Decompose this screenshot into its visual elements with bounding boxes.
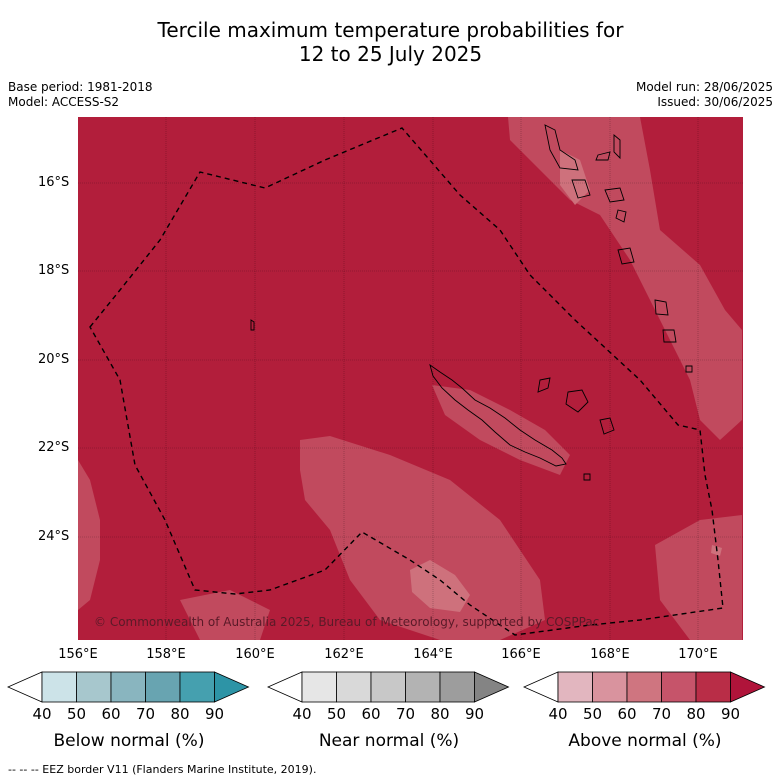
near-segment [370,671,406,703]
near-tick-label: 60 [361,705,381,723]
model-name: Model: ACCESS-S2 [8,95,120,109]
coastlines [250,124,693,481]
eez-footer: -- -- -- EEZ border V11 (Flanders Marine… [8,763,317,776]
lon-label-158e: 158°E [146,647,186,662]
above-tick-label: 90 [720,705,741,723]
legend-near-title: Near normal (%) [318,731,460,751]
legend-above-title: Above normal (%) [568,731,722,751]
lon-label-164e: 164°E [413,647,453,662]
near-tick-label: 40 [292,705,312,723]
base-period: Base period: 1981-2018 [8,80,153,94]
legend-above-bar [523,671,766,703]
below-segment [41,671,77,703]
near-segment [405,671,441,703]
near-tick-label: 80 [430,705,450,723]
above-tick-label: 70 [651,705,672,723]
island-south-2 [662,329,677,343]
lat-label-22s: 22°S [38,440,70,455]
lightest-regions [410,150,722,612]
blob-vanuatu [508,117,742,440]
legend-below-title: Below normal (%) [53,731,205,751]
island-vanuatu-6 [615,209,627,223]
island-loyalty-2 [565,389,589,413]
above-segment [626,671,662,703]
island-south-3 [685,365,693,373]
island-south-1 [654,299,669,316]
near-segment [301,671,337,703]
lighter-regions [78,117,742,640]
near-arrow-high [474,671,510,703]
above-segment [695,671,731,703]
lon-label-166e: 166°E [501,647,541,662]
title-line-2: 12 to 25 July 2025 [298,42,483,66]
lon-label-168e: 168°E [590,647,630,662]
below-tick-label: 80 [170,705,190,723]
above-tick-label: 60 [617,705,637,723]
legend-near-bar [267,671,510,703]
island-loyalty-1 [537,377,551,393]
near-tick-label: 90 [464,705,485,723]
lat-label-16s: 16°S [38,175,70,190]
legend-below-bar [7,671,250,703]
island-vanuatu-7 [617,247,635,265]
below-segment [76,671,112,703]
island-vanuatu-1 [544,124,579,171]
below-arrow-low [7,671,43,703]
below-tick-label: 70 [135,705,156,723]
blob-south-centre [300,436,545,640]
lon-label-156e: 156°E [58,647,98,662]
above-tick-label: 50 [582,705,603,723]
lon-label-162e: 162°E [324,647,364,662]
near-arrow-low [267,671,303,703]
near-tick-label: 70 [395,705,416,723]
near-tick-label: 50 [326,705,347,723]
below-tick-label: 60 [101,705,121,723]
lat-label-18s: 18°S [38,263,70,278]
meta-left: Base period: 1981-2018 Model: ACCESS-S2 [8,80,153,110]
above-arrow-high [730,671,766,703]
issued-date: Issued: 30/06/2025 [657,95,773,109]
island-loyalty-3 [599,417,615,435]
island-vanuatu-4 [604,187,625,203]
island-chesterfield [250,319,255,331]
below-tick-label: 90 [204,705,225,723]
island-walpole [583,473,591,481]
below-segment [110,671,146,703]
island-new-caledonia [429,363,567,467]
near-segment [336,671,372,703]
meta-right: Model run: 28/06/2025 Issued: 30/06/2025 [636,80,773,110]
blob-bottom-left [180,590,270,640]
model-run: Model run: 28/06/2025 [635,80,773,94]
below-arrow-high [214,671,250,703]
island-vanuatu-3 [571,179,591,199]
lat-label-24s: 24°S [38,529,70,544]
blob-west [78,460,100,610]
gridlines [78,117,743,640]
lon-label-170e: 170°E [678,647,718,662]
below-tick-label: 40 [32,705,52,723]
blob-lightest-south [410,560,470,612]
below-tick-label: 50 [66,705,87,723]
above-tick-label: 40 [548,705,568,723]
below-segment [179,671,215,703]
title-line-1: Tercile maximum temperature probabilitie… [157,18,624,42]
lon-label-160e: 160°E [235,647,275,662]
above-segment [661,671,697,703]
above-arrow-low [523,671,559,703]
above-tick-label: 80 [686,705,706,723]
near-segment [439,671,475,703]
above-segment [592,671,628,703]
legend-colorbars [7,671,766,703]
above-segment [557,671,593,703]
map-title: Tercile maximum temperature probabilitie… [0,18,781,66]
below-segment [145,671,181,703]
eez-border [89,127,724,636]
blob-lightest-vanuatu [560,150,590,205]
island-vanuatu-5 [613,134,621,160]
island-vanuatu-2 [595,151,611,161]
copyright-notice: © Commonwealth of Australia 2025, Bureau… [94,615,600,629]
lat-label-20s: 20°S [38,352,70,367]
blob-new-caledonia [432,385,570,475]
